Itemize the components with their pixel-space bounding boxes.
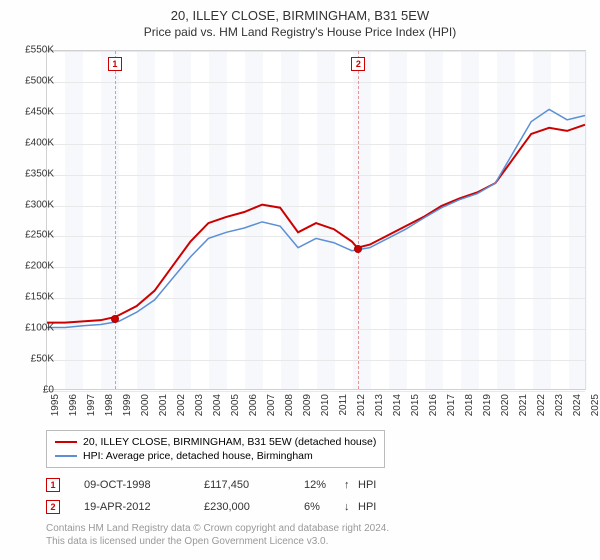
- sale-price: £230,000: [204, 501, 304, 513]
- chart-subtitle: Price paid vs. HM Land Registry's House …: [0, 23, 600, 47]
- footer-line: This data is licensed under the Open Gov…: [46, 535, 389, 548]
- chart-plot-area: 12: [46, 50, 586, 390]
- x-axis-label: 2011: [338, 394, 349, 424]
- y-axis-label: £350K: [14, 168, 54, 179]
- sale-marker-icon: 2: [46, 500, 60, 514]
- legend-row: HPI: Average price, detached house, Birm…: [55, 449, 376, 463]
- x-axis-label: 2016: [428, 394, 439, 424]
- x-axis-label: 2021: [518, 394, 529, 424]
- x-axis-label: 1996: [68, 394, 79, 424]
- y-axis-label: £150K: [14, 292, 54, 303]
- sale-dot: [111, 315, 119, 323]
- x-axis-label: 2004: [212, 394, 223, 424]
- x-axis-label: 2008: [284, 394, 295, 424]
- y-axis-label: £100K: [14, 323, 54, 334]
- y-axis-label: £450K: [14, 106, 54, 117]
- x-axis-label: 1997: [86, 394, 97, 424]
- y-axis-label: £550K: [14, 45, 54, 56]
- x-axis-label: 2013: [374, 394, 385, 424]
- arrow-up-icon: ↑: [344, 479, 358, 491]
- gridline: [47, 391, 585, 392]
- sale-date: 09-OCT-1998: [84, 479, 204, 491]
- x-axis-label: 2022: [536, 394, 547, 424]
- x-axis-label: 1999: [122, 394, 133, 424]
- y-axis-label: £250K: [14, 230, 54, 241]
- sale-vs: HPI: [358, 479, 398, 491]
- legend-swatch: [55, 441, 77, 443]
- series-line-hpi: [47, 109, 585, 327]
- legend-row: 20, ILLEY CLOSE, BIRMINGHAM, B31 5EW (de…: [55, 435, 376, 449]
- x-axis-label: 2005: [230, 394, 241, 424]
- x-axis-label: 2009: [302, 394, 313, 424]
- sale-vline: [115, 51, 116, 389]
- sale-marker-icon: 1: [46, 478, 60, 492]
- y-axis-label: £0: [14, 385, 54, 396]
- x-axis-label: 2014: [392, 394, 403, 424]
- x-axis-label: 2017: [446, 394, 457, 424]
- x-axis-label: 2003: [194, 394, 205, 424]
- footer-line: Contains HM Land Registry data © Crown c…: [46, 522, 389, 535]
- y-axis-label: £300K: [14, 199, 54, 210]
- footer-attribution: Contains HM Land Registry data © Crown c…: [46, 522, 389, 548]
- legend-box: 20, ILLEY CLOSE, BIRMINGHAM, B31 5EW (de…: [46, 430, 385, 468]
- x-axis-label: 2002: [176, 394, 187, 424]
- legend-label: 20, ILLEY CLOSE, BIRMINGHAM, B31 5EW (de…: [83, 436, 376, 448]
- x-axis-label: 2012: [356, 394, 367, 424]
- legend-label: HPI: Average price, detached house, Birm…: [83, 450, 313, 462]
- y-axis-label: £200K: [14, 261, 54, 272]
- y-axis-label: £500K: [14, 75, 54, 86]
- sale-vs: HPI: [358, 501, 398, 513]
- legend-swatch: [55, 455, 77, 457]
- chart-container: 20, ILLEY CLOSE, BIRMINGHAM, B31 5EW Pri…: [0, 0, 600, 560]
- x-axis-label: 1998: [104, 394, 115, 424]
- x-axis-label: 2001: [158, 394, 169, 424]
- y-axis-label: £400K: [14, 137, 54, 148]
- sale-dot: [354, 245, 362, 253]
- x-axis-label: 2010: [320, 394, 331, 424]
- x-axis-label: 2018: [464, 394, 475, 424]
- x-axis-label: 2025: [590, 394, 600, 424]
- series-line-price_paid: [47, 125, 585, 323]
- x-axis-label: 2006: [248, 394, 259, 424]
- sale-pct: 12%: [304, 479, 344, 491]
- x-axis-label: 2020: [500, 394, 511, 424]
- x-axis-label: 2023: [554, 394, 565, 424]
- x-axis-label: 2007: [266, 394, 277, 424]
- sale-marker-box: 1: [108, 57, 122, 71]
- sale-marker-box: 2: [351, 57, 365, 71]
- sales-row: 2 19-APR-2012 £230,000 6% ↓ HPI: [46, 496, 398, 518]
- sales-row: 1 09-OCT-1998 £117,450 12% ↑ HPI: [46, 474, 398, 496]
- sale-vline: [358, 51, 359, 389]
- sale-price: £117,450: [204, 479, 304, 491]
- sales-table: 1 09-OCT-1998 £117,450 12% ↑ HPI 2 19-AP…: [46, 474, 398, 518]
- x-axis-label: 2000: [140, 394, 151, 424]
- x-axis-label: 1995: [50, 394, 61, 424]
- arrow-down-icon: ↓: [344, 501, 358, 513]
- sale-date: 19-APR-2012: [84, 501, 204, 513]
- x-axis-label: 2024: [572, 394, 583, 424]
- chart-title: 20, ILLEY CLOSE, BIRMINGHAM, B31 5EW: [0, 0, 600, 23]
- x-axis-label: 2015: [410, 394, 421, 424]
- chart-lines-svg: [47, 51, 585, 389]
- x-axis-label: 2019: [482, 394, 493, 424]
- y-axis-label: £50K: [14, 354, 54, 365]
- sale-pct: 6%: [304, 501, 344, 513]
